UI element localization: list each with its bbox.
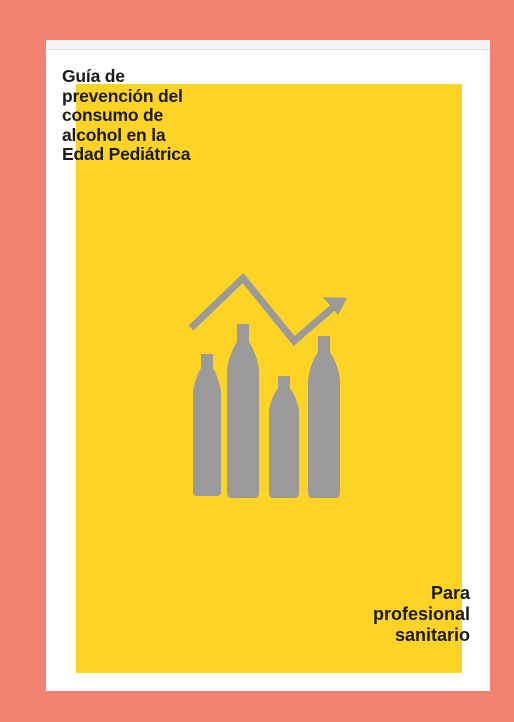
cover-title: Guía de prevención del consumo de alcoho… xyxy=(62,66,282,165)
title-line: consumo de xyxy=(62,105,164,125)
trend-line-icon xyxy=(188,272,340,347)
bottle-icon xyxy=(227,324,259,498)
title-line: Edad Pediátrica xyxy=(62,144,191,164)
audience-line: Para xyxy=(430,583,470,603)
title-line: prevención del xyxy=(62,85,183,106)
cover-audience: Para profesional sanitario xyxy=(373,583,470,646)
arrow-head-icon xyxy=(323,297,347,315)
title-line: alcohol en la xyxy=(62,124,166,145)
audience-line: sanitario xyxy=(394,625,470,645)
cover-yellow-panel xyxy=(76,84,462,673)
title-line: Guía de xyxy=(62,66,125,86)
bottle-icon xyxy=(308,336,340,498)
bottle-icon xyxy=(269,376,299,498)
rising-alcohol-bottles-chart-icon xyxy=(187,270,349,502)
document-cover: Guía de prevención del consumo de alcoho… xyxy=(46,40,490,691)
bottle-icon xyxy=(193,354,221,496)
page-top-edge xyxy=(46,40,490,50)
audience-line: profesional xyxy=(372,604,470,624)
